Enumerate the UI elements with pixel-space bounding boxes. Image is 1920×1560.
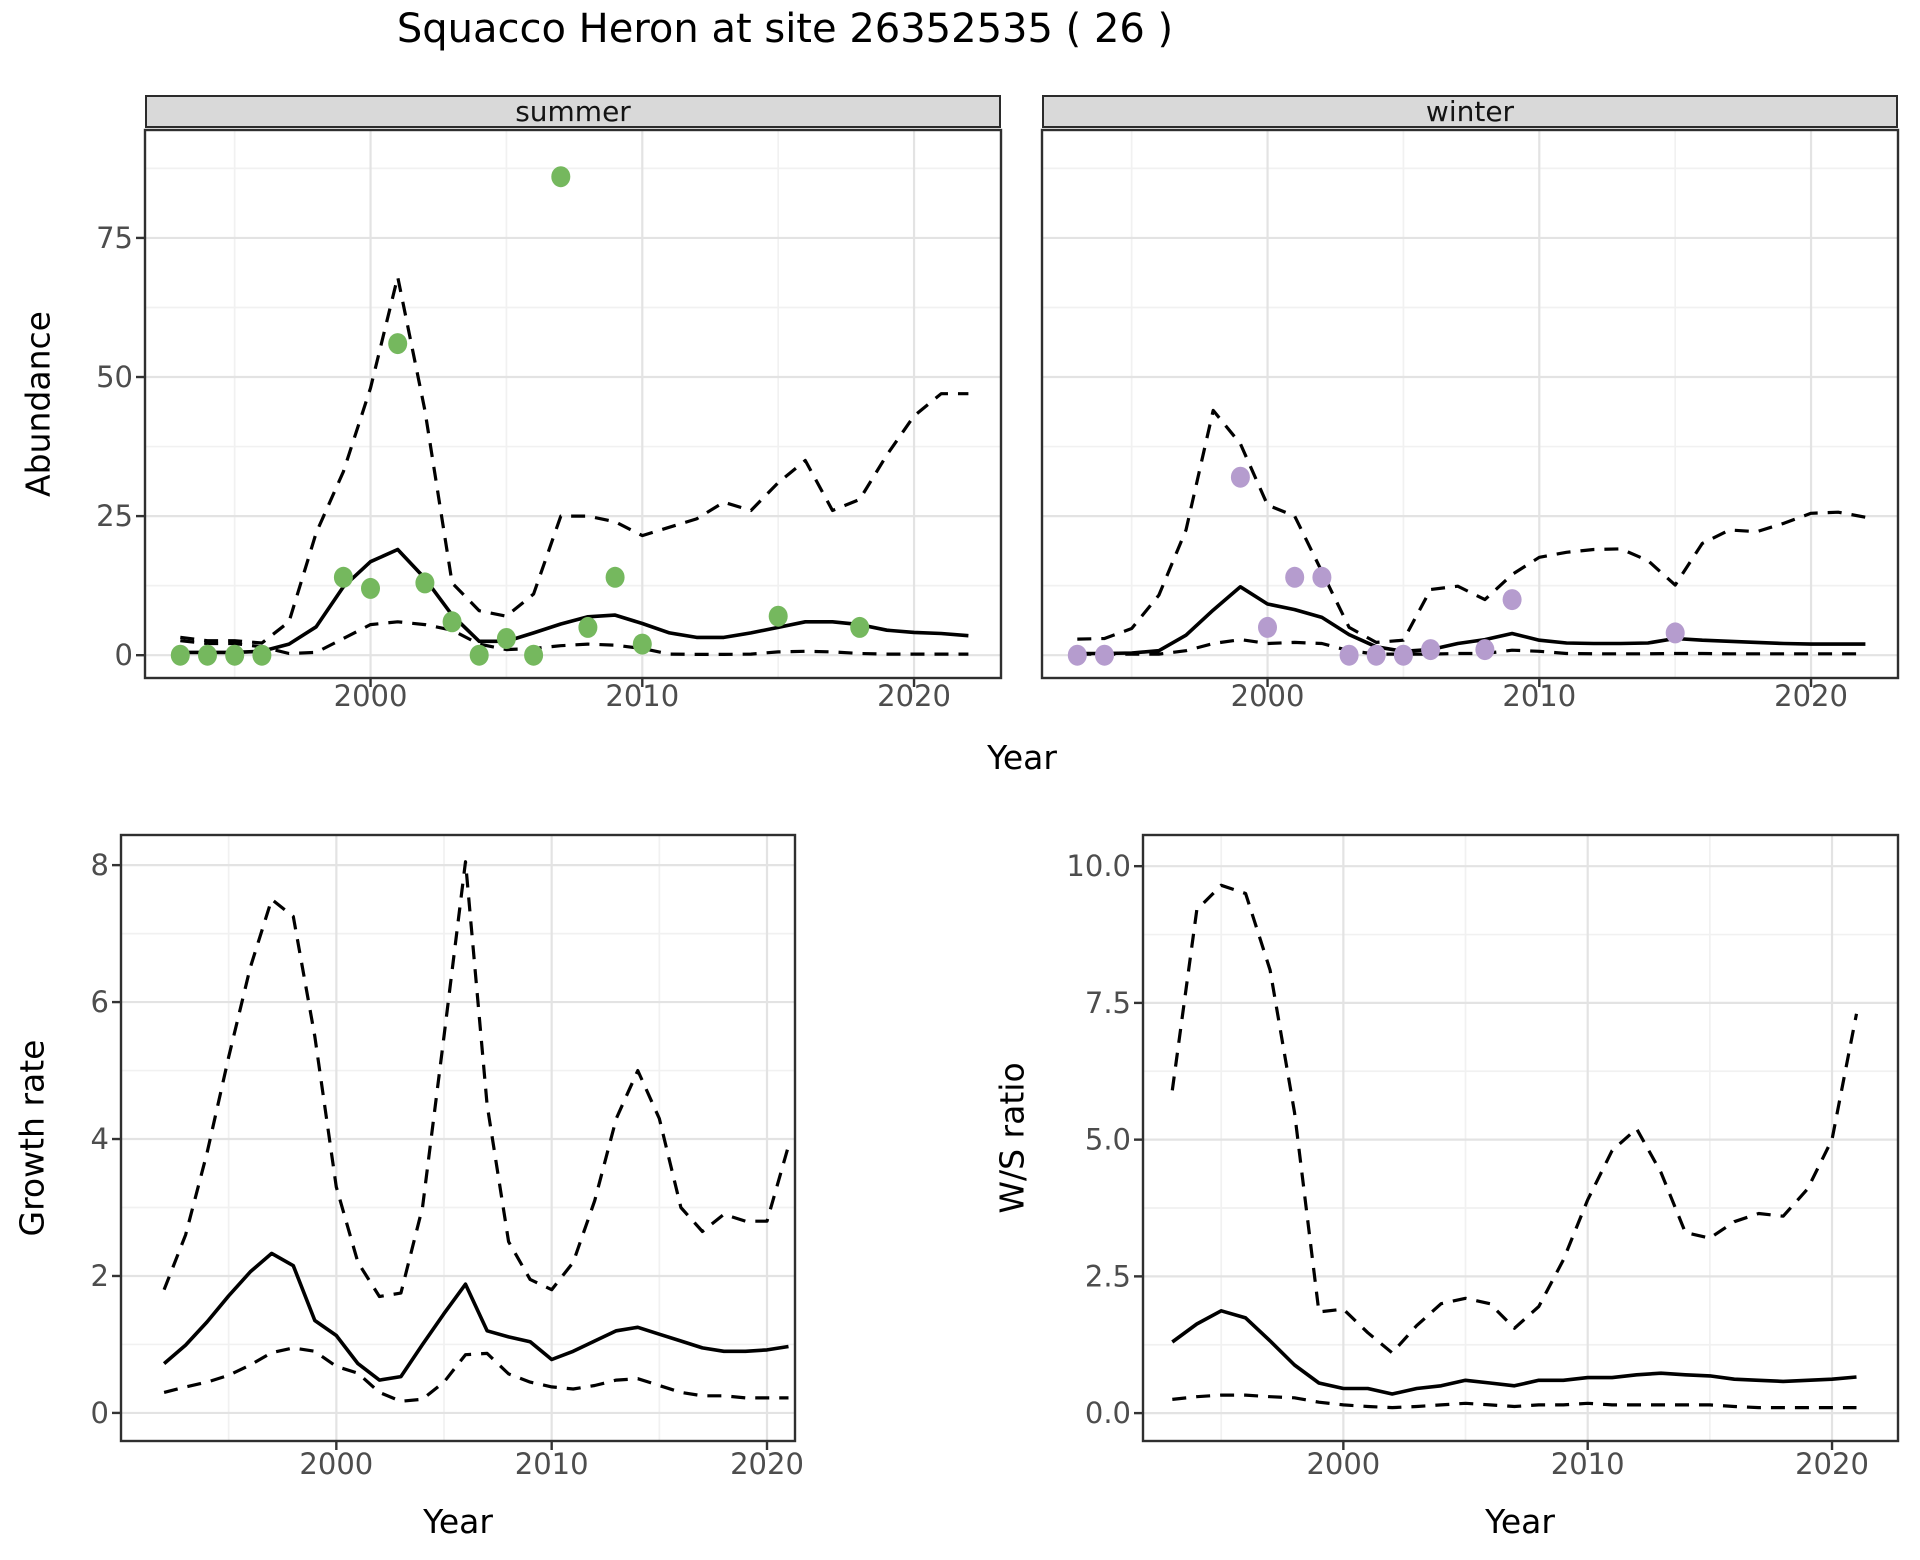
data-point <box>1230 466 1250 488</box>
data-point <box>578 616 598 638</box>
y-tick-label: 0 <box>115 638 133 672</box>
data-point <box>1285 566 1305 588</box>
y-tick-label: 75 <box>96 221 133 255</box>
panel-summer_abundance: 2000 2010 2020 0 25 50 75 <box>96 128 1003 713</box>
series-lower_ci <box>1172 1393 1857 1410</box>
data-point <box>1366 644 1386 666</box>
data-point <box>198 644 217 666</box>
data-point <box>496 628 516 649</box>
panel-border <box>1040 128 1900 680</box>
series-upper_ci <box>1077 408 1866 644</box>
data-point <box>551 166 571 188</box>
y-tick-label: 0.0 <box>1085 1396 1131 1430</box>
data-point <box>524 644 544 666</box>
data-point <box>1665 622 1685 644</box>
panel-background <box>1042 130 1898 678</box>
x-tick-label: 2000 <box>334 679 408 713</box>
series-upper_ci <box>180 275 969 645</box>
x-tick-label: 2000 <box>1231 679 1305 713</box>
data-point <box>850 616 870 638</box>
panel-plot-area <box>170 166 969 666</box>
series-upper_ci <box>162 860 791 1299</box>
data-point <box>1095 644 1114 666</box>
data-point <box>170 644 190 666</box>
data-point <box>361 577 380 599</box>
y-tick-label: 2 <box>91 1259 109 1293</box>
series-upper_ci <box>1170 883 1859 1355</box>
series-median <box>180 547 969 655</box>
data-point <box>1258 616 1277 638</box>
x-tick-label: 2010 <box>605 679 679 713</box>
panel-plot-area <box>1170 883 1859 1410</box>
y-tick-label: 50 <box>96 360 133 394</box>
panel-border <box>1141 833 1900 1443</box>
series-median <box>1171 1309 1857 1396</box>
y-tick-label: 4 <box>91 1122 109 1156</box>
y-tick-label: 8 <box>91 848 109 882</box>
x-tick-label: 2020 <box>1795 1447 1869 1481</box>
x-axis-label-year-bottom-right: Year <box>1485 1502 1555 1541</box>
data-point <box>388 333 408 355</box>
data-point <box>442 611 462 633</box>
data-point <box>605 566 625 588</box>
chart-title: Squacco Heron at site 26352535 ( 26 ) <box>396 6 1174 52</box>
data-point <box>415 572 435 594</box>
panel-plot-area <box>1067 408 1866 666</box>
data-point <box>632 633 652 655</box>
y-tick-label: 0 <box>91 1396 109 1430</box>
facet-strip-winter-label: winter <box>1425 95 1515 128</box>
x-tick-label: 2000 <box>1306 1447 1380 1481</box>
data-point <box>1339 644 1359 666</box>
x-axis-label-year-top: Year <box>987 738 1057 777</box>
y-tick-label: 7.5 <box>1085 986 1131 1020</box>
data-point <box>333 566 353 588</box>
y-tick-label: 2.5 <box>1085 1259 1131 1293</box>
panel-growth_rate: 2000 2010 2020 0 2 4 6 8 <box>91 833 804 1481</box>
series-lower_ci <box>1077 638 1866 656</box>
panel-ws_ratio: 2000 2010 2020 0.0 2.5 5.0 7.5 10.0 <box>1066 833 1900 1481</box>
data-point <box>768 605 788 627</box>
series-median <box>1077 585 1866 656</box>
series-lower_ci <box>163 1346 789 1403</box>
data-point <box>1312 566 1332 588</box>
x-axis-label-year-bottom-left: Year <box>423 1502 493 1541</box>
y-tick-label: 5.0 <box>1085 1123 1131 1157</box>
facet-strip-summer: summer <box>145 95 1001 128</box>
facet-strip-winter: winter <box>1042 95 1898 128</box>
panel-plot-area <box>162 860 791 1403</box>
data-point <box>252 644 272 666</box>
x-tick-label: 2020 <box>730 1447 804 1481</box>
y-tick-label: 6 <box>91 985 109 1019</box>
data-point <box>1475 639 1495 661</box>
series-median <box>162 1251 789 1382</box>
panel-border <box>143 128 1003 680</box>
data-point <box>1421 639 1441 661</box>
x-tick-label: 2010 <box>1551 1447 1625 1481</box>
panel-winter_abundance: 2000 2010 2020 <box>1040 128 1900 713</box>
data-point <box>225 644 245 666</box>
x-tick-label: 2020 <box>1774 679 1848 713</box>
x-tick-label: 2020 <box>877 679 951 713</box>
y-tick-label: 10.0 <box>1066 849 1131 883</box>
data-point <box>1067 644 1087 666</box>
data-point <box>1393 644 1413 666</box>
x-tick-label: 2010 <box>515 1447 589 1481</box>
x-tick-label: 2010 <box>1502 679 1576 713</box>
panel-background <box>145 130 1001 678</box>
facet-strip-summer-label: summer <box>515 95 631 128</box>
data-point <box>1502 589 1522 611</box>
x-tick-label: 2000 <box>299 1447 373 1481</box>
series-lower_ci <box>180 620 969 656</box>
data-point <box>469 644 489 666</box>
y-tick-label: 25 <box>96 499 133 533</box>
